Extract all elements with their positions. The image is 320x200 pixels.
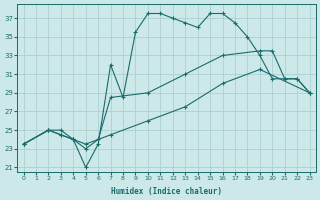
X-axis label: Humidex (Indice chaleur): Humidex (Indice chaleur) <box>111 187 222 196</box>
